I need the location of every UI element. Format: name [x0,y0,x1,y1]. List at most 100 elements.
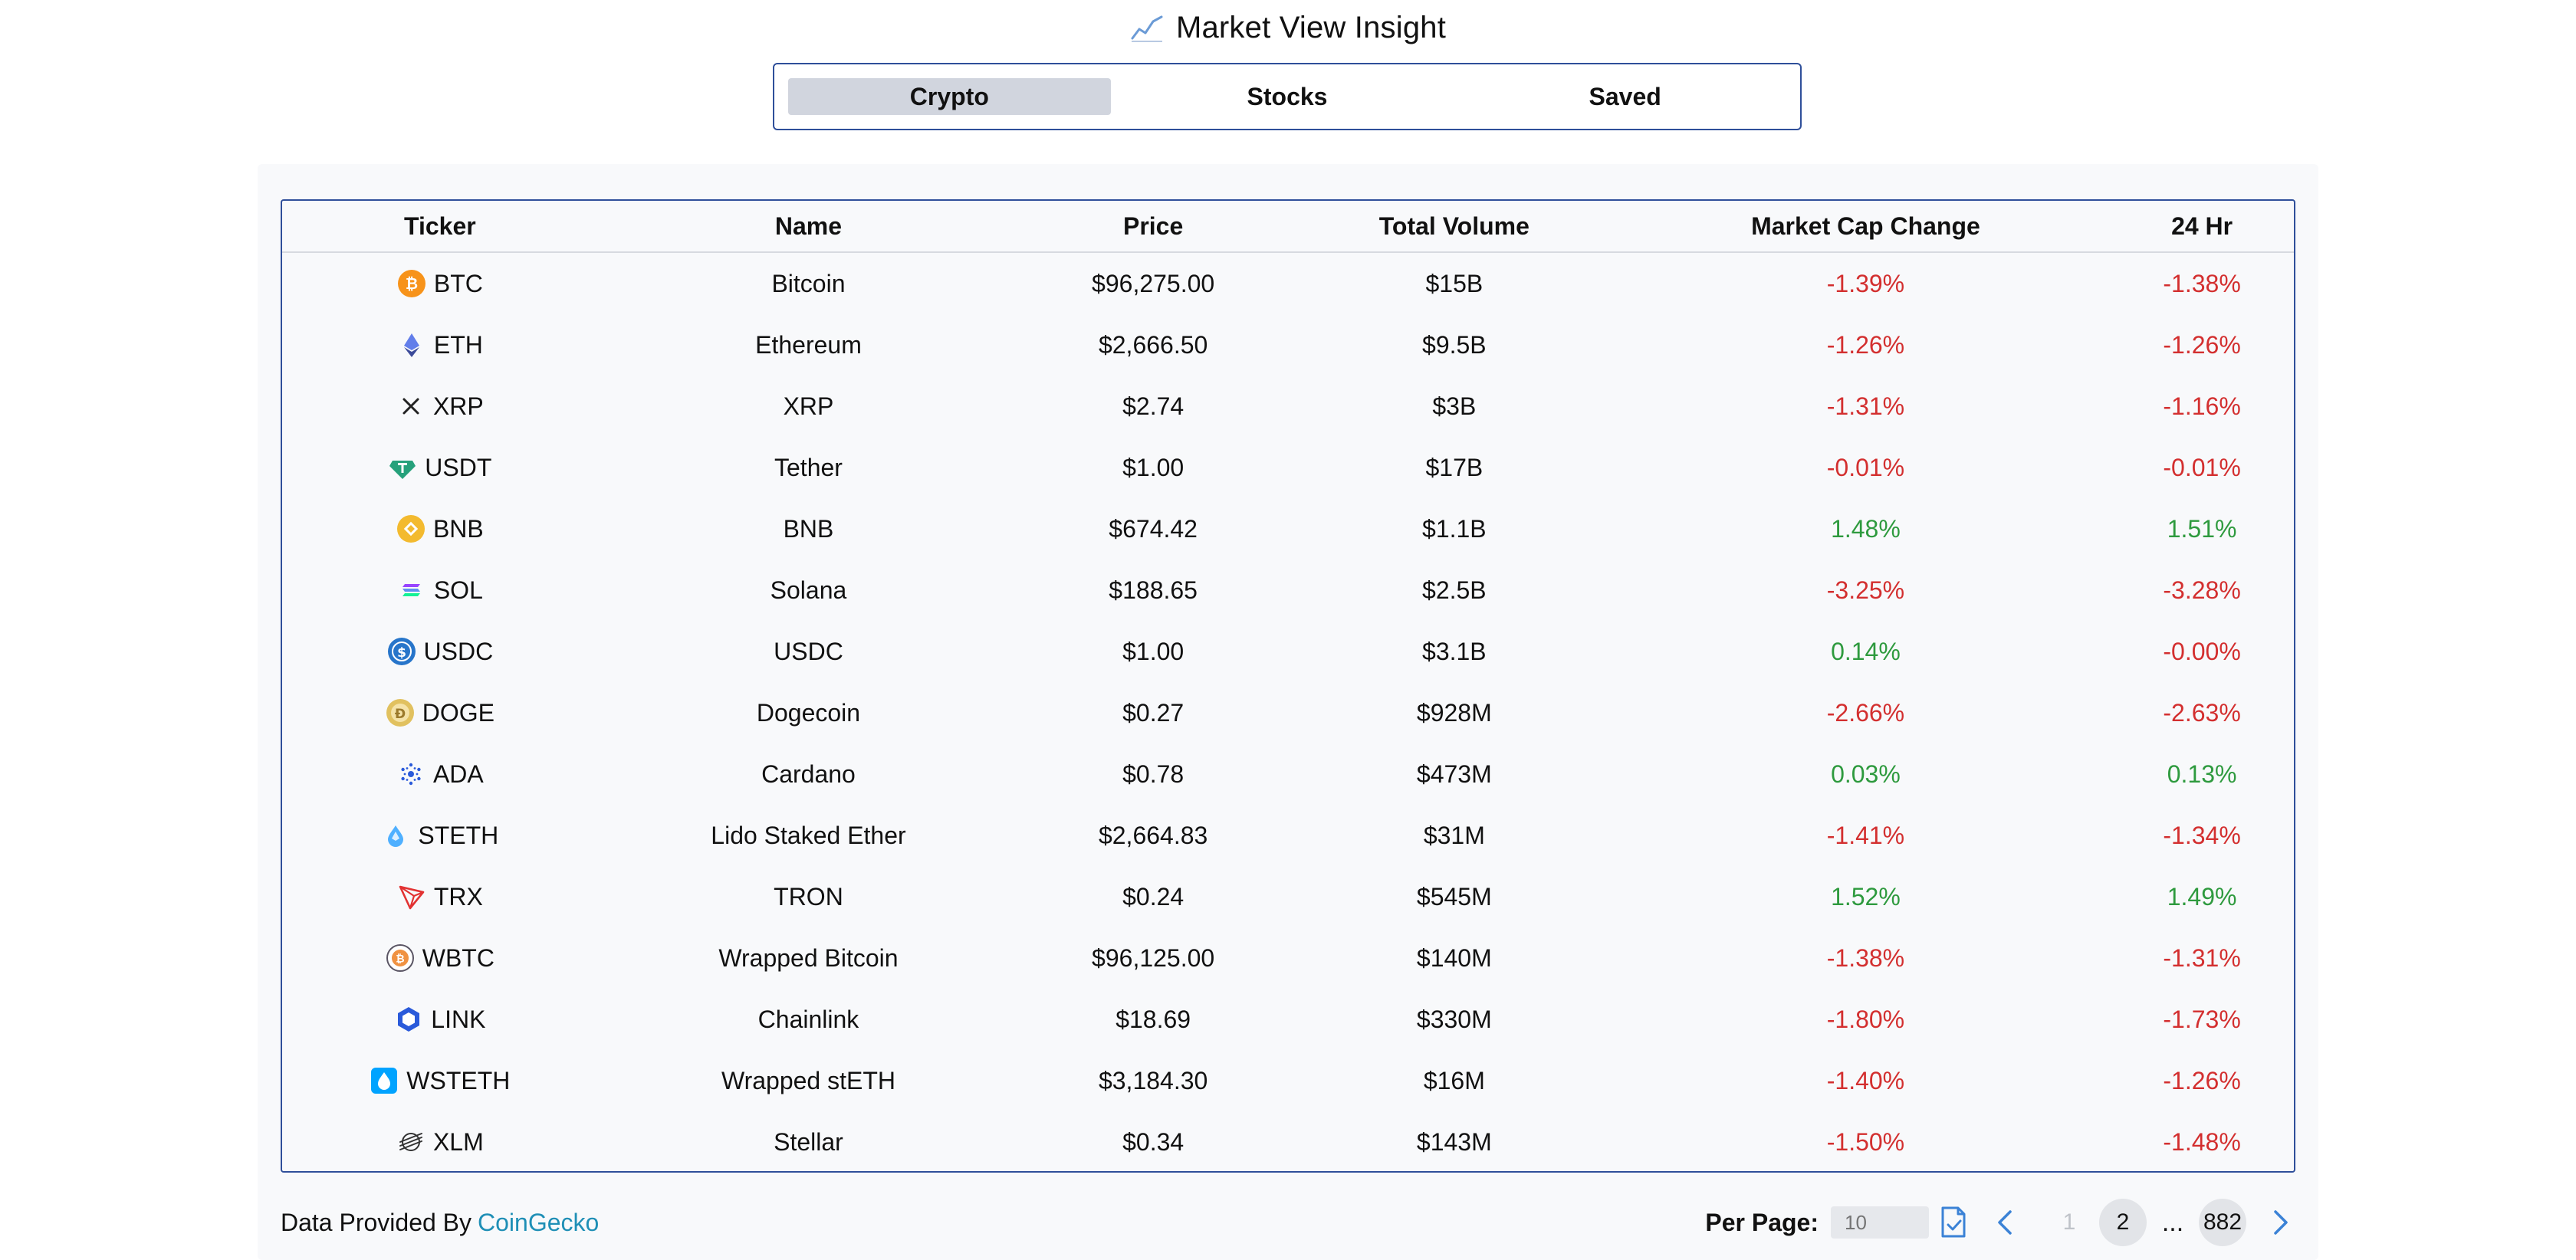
eth-icon [397,330,426,359]
ticker-cell: USDT [282,453,598,482]
page-1-button[interactable]: 1 [2062,1209,2076,1235]
trx-icon [397,882,426,911]
table-row[interactable]: Ð DOGE Dogecoin $0.27 $928M -2.66% -2.63% [282,682,2294,743]
link-icon [394,1005,423,1034]
change-24h: -1.31% [2163,943,2241,972]
ticker-cell: $ USDC [282,637,598,666]
coin-price: $18.69 [1116,1005,1191,1033]
mcap-change: -1.38% [1826,943,1905,972]
change-24h: -1.26% [2163,1066,2241,1094]
market-panel: Ticker Name Price Total Volume Market Ca… [258,164,2318,1260]
table-row[interactable]: XLM Stellar $0.34 $143M -1.50% -1.48% [282,1111,2294,1173]
crypto-table: Ticker Name Price Total Volume Market Ca… [281,199,2295,1173]
bnb-icon [396,514,426,543]
ticker-symbol: WSTETH [406,1066,511,1094]
coingecko-link[interactable]: CoinGecko [478,1208,600,1236]
coin-name: TRON [774,882,843,911]
coin-name: BNB [783,514,834,543]
mcap-change: -1.41% [1826,821,1905,849]
ticker-cell: WSTETH [282,1066,598,1095]
change-24h: -1.38% [2163,269,2241,297]
btc-icon: ₿ [397,269,426,298]
coin-price: $96,275.00 [1092,269,1215,297]
ticker-symbol: USDC [423,637,494,665]
coin-price: $0.78 [1122,760,1184,788]
change-24h: -1.48% [2163,1127,2241,1156]
svg-text:₿: ₿ [396,953,404,966]
header-volume[interactable]: Total Volume [1378,212,1530,240]
doge-icon: Ð [386,698,415,727]
ticker-symbol: BNB [432,514,484,543]
ticker-symbol: USDT [425,453,492,481]
coin-name: Solana [770,576,847,604]
tab-saved[interactable]: Saved [1589,82,1661,110]
table-row[interactable]: ₿ WBTC Wrapped Bitcoin $96,125.00 $140M -1.38… [282,927,2294,989]
table-row[interactable]: LINK Chainlink $18.69 $330M -1.80% -1.73% [282,989,2294,1050]
table-row[interactable]: USDT Tether $1.00 $17B -0.01% -0.01% [282,437,2294,498]
change-24h: -2.63% [2163,698,2241,727]
app-title: Market View Insight [1175,10,1447,44]
mcap-change: -1.80% [1826,1005,1905,1033]
tab-stocks[interactable]: Stocks [1247,82,1328,110]
svg-text:₿: ₿ [406,274,418,293]
table-row[interactable]: TRX TRON $0.24 $545M 1.52% 1.49% [282,866,2294,927]
table-row[interactable]: ADA Cardano $0.78 $473M 0.03% 0.13% [282,743,2294,805]
table-row[interactable]: ETH Ethereum $2,666.50 $9.5B -1.26% -1.26% [282,314,2294,376]
mcap-change: 1.52% [1831,882,1901,911]
table-row[interactable]: STETH Lido Staked Ether $2,664.83 $31M -1.41… [282,805,2294,866]
header-24h[interactable]: 24 Hr [2171,212,2233,240]
mcap-change: -1.39% [1826,269,1905,297]
coin-volume: $1.1B [1422,514,1487,543]
coin-price: $3,184.30 [1098,1066,1208,1094]
coin-price: $1.00 [1122,637,1184,665]
ticker-cell: STETH [282,821,598,850]
coin-volume: $330M [1416,1005,1492,1033]
change-24h: -1.34% [2163,821,2241,849]
svg-text:Ð: Ð [395,707,406,722]
page-2-button[interactable]: 2 [2099,1199,2147,1246]
coin-price: $1.00 [1122,453,1184,481]
change-24h: 1.51% [2167,514,2237,543]
header-mcap-change[interactable]: Market Cap Change [1751,212,1980,240]
xlm-icon [396,1127,426,1157]
save-file-icon[interactable] [1938,1206,1969,1239]
coin-volume: $928M [1416,698,1492,727]
table-row[interactable]: SOL Solana $188.65 $2.5B -3.25% -3.28% [282,559,2294,621]
table-row[interactable]: WSTETH Wrapped stETH $3,184.30 $16M -1.40% -1… [282,1050,2294,1111]
ticker-cell: TRX [282,882,598,911]
ticker-symbol: XRP [432,392,484,420]
data-attribution: Data Provided By CoinGecko [281,1209,599,1237]
coin-volume: $473M [1416,760,1492,788]
provided-by-label: Data Provided By [281,1208,472,1236]
header-name[interactable]: Name [774,212,843,240]
tab-crypto[interactable]: Crypto [788,78,1111,115]
coin-volume: $3.1B [1422,637,1487,665]
header-ticker[interactable]: Ticker [403,212,476,240]
table-row[interactable]: ₿ BTC Bitcoin $96,275.00 $15B -1.39% -1.38% [282,253,2294,314]
per-page-input[interactable] [1831,1206,1929,1239]
table-row[interactable]: $ USDC USDC $1.00 $3.1B 0.14% -0.00% [282,621,2294,682]
mcap-change: -1.50% [1826,1127,1905,1156]
chevron-right-icon[interactable] [2265,1206,2295,1239]
header-price[interactable]: Price [1122,212,1184,240]
ticker-cell: XRP [282,392,598,421]
coin-price: $674.42 [1109,514,1198,543]
ticker-cell: ₿ WBTC [282,943,598,973]
chevron-left-icon[interactable] [1990,1206,2021,1239]
coin-price: $0.24 [1122,882,1184,911]
table-body: ₿ BTC Bitcoin $96,275.00 $15B -1.39% -1.38% ETH… [282,253,2294,1173]
table-row[interactable]: BNB BNB $674.42 $1.1B 1.48% 1.51% [282,498,2294,559]
coin-name: Cardano [761,760,856,788]
coin-name: Bitcoin [771,269,846,297]
ticker-cell: XLM [282,1127,598,1157]
coin-name: USDC [774,637,843,665]
chart-line-icon [1131,15,1163,42]
usdc-icon: $ [387,637,416,666]
usdt-icon [388,453,417,482]
coin-volume: $17B [1425,453,1484,481]
table-row[interactable]: XRP XRP $2.74 $3B -1.31% -1.16% [282,376,2294,437]
wbtc-icon: ₿ [386,943,415,973]
mcap-change: -1.31% [1826,392,1905,420]
coin-price: $2,664.83 [1098,821,1208,849]
page-882-button[interactable]: 882 [2199,1199,2246,1246]
